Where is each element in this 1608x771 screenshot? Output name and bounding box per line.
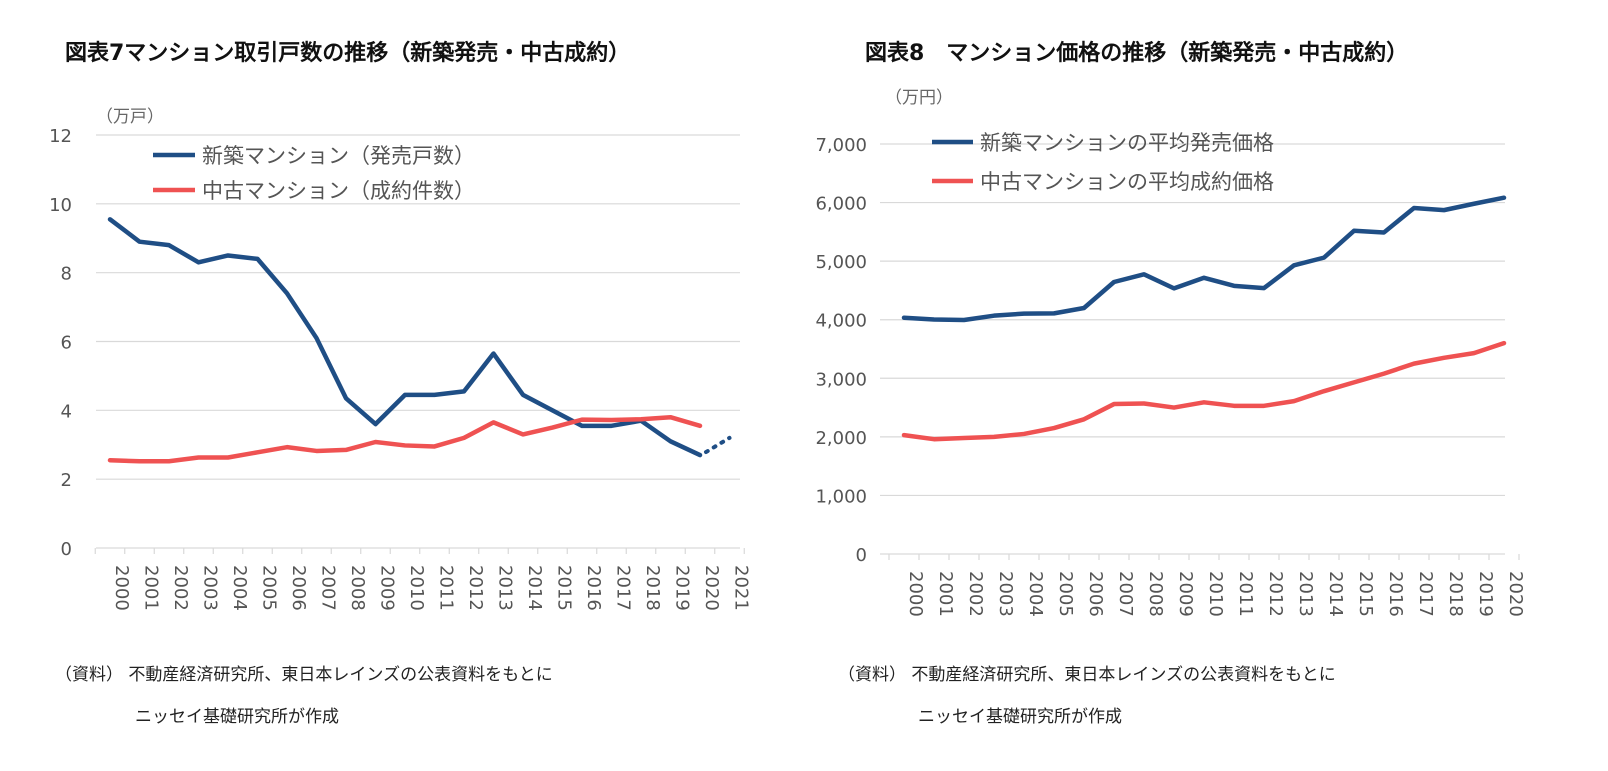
chart2-ytick-label: 3,000 xyxy=(815,369,867,390)
chart1-xtick-label: 2011 xyxy=(436,565,457,611)
chart1-xtick-label: 2001 xyxy=(141,565,162,611)
chart2-ytick-label: 2,000 xyxy=(815,428,867,449)
chart1-plot: 0 2 4 6 8 10 12 2000 2001 2002 2003 2004 2005 2006 200… xyxy=(49,126,751,611)
chart1-series-1-line xyxy=(107,217,703,458)
chart1-ytick-label: 6 xyxy=(61,333,72,354)
chart1-xtick-label: 2009 xyxy=(377,565,398,611)
chart1-ytick-label: 12 xyxy=(49,126,72,147)
chart2-xtick-label: 2002 xyxy=(965,571,986,617)
chart1-legend-label-2: 中古マンション（成約件数） xyxy=(202,179,475,203)
chart2-series-2-line xyxy=(901,340,1507,442)
chart2-source-line2: ニッセイ基礎研究所が作成 xyxy=(918,707,1122,727)
chart1-series-2-line xyxy=(107,414,703,464)
chart2-xtick-label: 2013 xyxy=(1295,571,1316,617)
chart2-xtick-label: 2007 xyxy=(1115,571,1136,617)
chart1-xtick-label: 2002 xyxy=(170,565,191,611)
chart1-xtick-label: 2004 xyxy=(229,565,250,611)
chart2-xtick-label: 2017 xyxy=(1415,571,1436,617)
chart1-title: 図表7マンション取引戸数の推移（新築発売・中古成約） xyxy=(65,40,630,66)
chart2-title: 図表8 マンション価格の推移（新築発売・中古成約） xyxy=(865,40,1408,66)
chart1-xtick-label: 2003 xyxy=(200,565,221,611)
chart1-series-1-projection xyxy=(704,435,732,455)
chart2-legend-label-1: 新築マンションの平均発売価格 xyxy=(980,131,1274,155)
chart2-ytick-label: 1,000 xyxy=(815,486,867,507)
chart1-xtick-label: 2018 xyxy=(642,565,663,611)
chart1-xtick-label: 2000 xyxy=(111,565,132,611)
chart1-ytick-label: 4 xyxy=(61,401,72,422)
chart2-legend-label-2: 中古マンションの平均成約価格 xyxy=(980,170,1274,194)
chart1-xtick-label: 2012 xyxy=(465,565,486,611)
chart2-xtick-label: 2016 xyxy=(1385,571,1406,617)
chart2-series-1-line xyxy=(901,195,1507,323)
chart2-xtick-label: 2020 xyxy=(1505,571,1526,617)
chart1-xtick-label: 2019 xyxy=(672,565,693,611)
chart1-xtick-label: 2010 xyxy=(406,565,427,611)
chart1-unit: （万戸） xyxy=(96,107,164,127)
chart2-xtick-label: 2000 xyxy=(905,571,926,617)
chart2-ytick-label: 7,000 xyxy=(815,135,867,156)
chart2-ytick-label: 0 xyxy=(856,545,867,566)
chart1-ytick-label: 10 xyxy=(49,195,72,216)
chart2-xtick-label: 2018 xyxy=(1445,571,1466,617)
chart2-xtick-label: 2001 xyxy=(935,571,956,617)
chart1-xtick-label: 2021 xyxy=(731,565,752,611)
chart2-xtick-label: 2011 xyxy=(1235,571,1256,617)
chart2-xtick-label: 2012 xyxy=(1265,571,1286,617)
chart2-xtick-label: 2014 xyxy=(1325,571,1346,617)
chart1-source-line2: ニッセイ基礎研究所が作成 xyxy=(135,707,339,727)
chart1-legend-label-1: 新築マンション（発売戸数） xyxy=(202,144,475,168)
chart1-xtick-label: 2008 xyxy=(347,565,368,611)
chart2-xtick-label: 2015 xyxy=(1355,571,1376,617)
chart2-ytick-label: 4,000 xyxy=(815,311,867,332)
chart1-xtick-label: 2005 xyxy=(259,565,280,611)
chart1-xtick-label: 2016 xyxy=(583,565,604,611)
chart1-xtick-label: 2007 xyxy=(318,565,339,611)
chart1-source-line1: （資料） 不動産経済研究所、東日本レインズの公表資料をもとに xyxy=(55,665,553,685)
chart1-xtick-label: 2013 xyxy=(495,565,516,611)
chart2-xtick-label: 2009 xyxy=(1175,571,1196,617)
chart2-xtick-label: 2019 xyxy=(1475,571,1496,617)
chart1-ytick-label: 0 xyxy=(61,539,72,560)
chart1-xtick-label: 2014 xyxy=(524,565,545,611)
chart2-xtick-label: 2003 xyxy=(995,571,1016,617)
chart2-xtick-label: 2010 xyxy=(1205,571,1226,617)
chart1-xtick-label: 2020 xyxy=(701,565,722,611)
chart2-ytick-label: 5,000 xyxy=(815,252,867,273)
chart2-xtick-label: 2004 xyxy=(1025,571,1046,617)
chart2-xtick-label: 2008 xyxy=(1145,571,1166,617)
chart2-source-line1: （資料） 不動産経済研究所、東日本レインズの公表資料をもとに xyxy=(838,665,1336,685)
chart2-plot: 0 1,000 2,000 3,000 4,000 5,000 6,000 7,000 2000… xyxy=(815,131,1526,617)
chart2-unit: （万円） xyxy=(885,88,953,108)
chart1-xtick-label: 2017 xyxy=(613,565,634,611)
chart2-ytick-label: 6,000 xyxy=(815,194,867,215)
chart1-xtick-label: 2006 xyxy=(288,565,309,611)
chart1-ytick-label: 8 xyxy=(61,264,72,285)
chart1-ytick-label: 2 xyxy=(61,470,72,491)
chart2-xtick-label: 2006 xyxy=(1085,571,1106,617)
chart2-xtick-label: 2005 xyxy=(1055,571,1076,617)
chart1-xtick-label: 2015 xyxy=(554,565,575,611)
